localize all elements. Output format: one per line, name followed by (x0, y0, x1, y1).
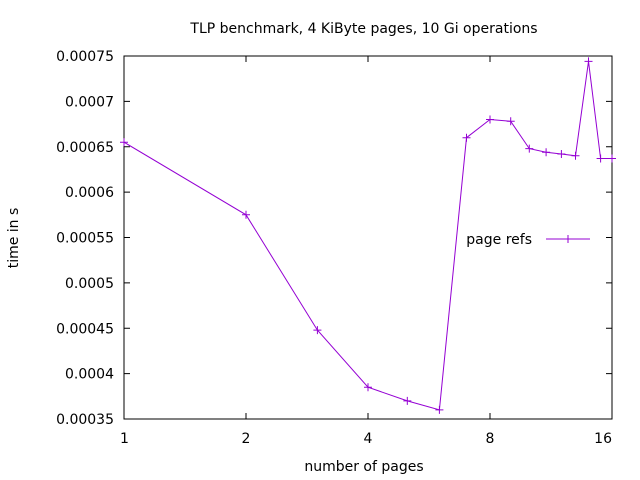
data-point (506, 117, 515, 126)
x-tick-label: 1 (120, 431, 129, 447)
y-tick-label: 0.00075 (56, 49, 114, 65)
chart-title: TLP benchmark, 4 KiByte pages, 10 Gi ope… (189, 21, 537, 37)
data-point (403, 396, 412, 405)
x-tick-label: 4 (364, 431, 373, 447)
y-tick-label: 0.0005 (65, 276, 114, 292)
legend: page refs (466, 232, 590, 248)
x-tick-label: 16 (594, 431, 612, 447)
legend-marker (564, 235, 572, 243)
data-point (571, 151, 580, 160)
x-tick-label: 8 (486, 431, 495, 447)
series-group (120, 57, 616, 414)
y-tick-label: 0.0004 (65, 367, 114, 383)
data-point (525, 144, 534, 153)
y-axis: 0.00035 0.0004 0.00045 0.0005 0.00055 0.0006 0… (56, 49, 612, 428)
y-tick-label: 0.00065 (56, 140, 114, 156)
y-tick-label: 0.00055 (56, 231, 114, 247)
x-axis: 1 2 4 8 16 (120, 56, 613, 447)
y-tick-label: 0.0007 (65, 94, 114, 110)
data-point (242, 210, 250, 219)
y-axis-label: time in s (6, 208, 22, 269)
legend-label: page refs (466, 232, 532, 248)
series-line (123, 61, 612, 411)
data-point (313, 326, 322, 335)
data-point (608, 154, 616, 163)
y-tick-label: 0.0006 (65, 185, 114, 201)
data-point (486, 115, 494, 124)
data-point (557, 150, 566, 158)
data-point (435, 405, 444, 414)
x-axis-label: number of pages (304, 459, 423, 475)
data-point (364, 383, 372, 392)
data-point (542, 148, 551, 157)
plot-area-border (123, 55, 613, 420)
data-point (584, 57, 593, 66)
data-point (596, 154, 605, 163)
data-point (462, 133, 471, 142)
x-tick-label: 2 (242, 431, 251, 447)
data-point (120, 138, 128, 147)
y-tick-label: 0.00045 (56, 321, 114, 337)
y-tick-label: 0.00035 (56, 412, 114, 428)
